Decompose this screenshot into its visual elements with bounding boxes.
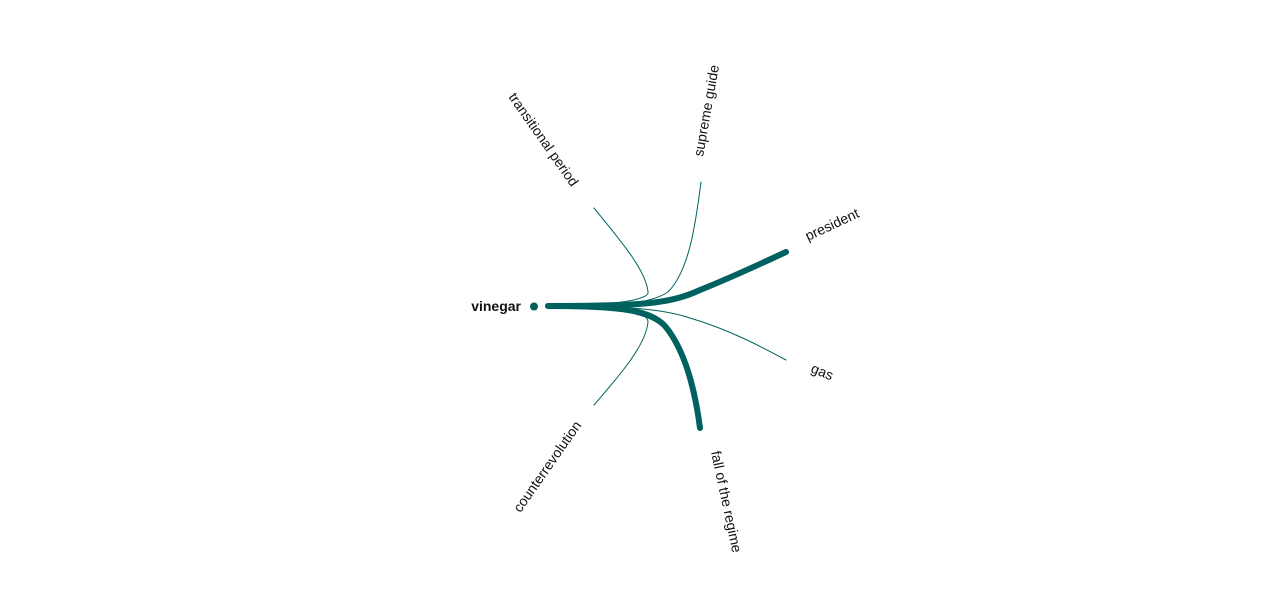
edge-fall-of-the-regime[interactable] [545, 303, 703, 431]
edge-president[interactable] [545, 249, 789, 309]
label-president[interactable]: president [803, 205, 862, 244]
edge-supreme-guide[interactable] [547, 181, 702, 307]
center-dot [530, 302, 538, 311]
label-supreme-guide[interactable]: supreme guide [690, 63, 722, 157]
label-transitional-period[interactable]: transitional period [506, 90, 582, 190]
label-counterrevolution[interactable]: counterrevolution [510, 418, 585, 515]
center-label: vinegar [471, 298, 521, 314]
edge-counterrevolution[interactable] [547, 305, 649, 406]
label-gas[interactable]: gas [809, 360, 836, 383]
edge-transitional-period[interactable] [547, 207, 649, 307]
label-fall-of-the-regime[interactable]: fall of the regime [708, 449, 745, 554]
